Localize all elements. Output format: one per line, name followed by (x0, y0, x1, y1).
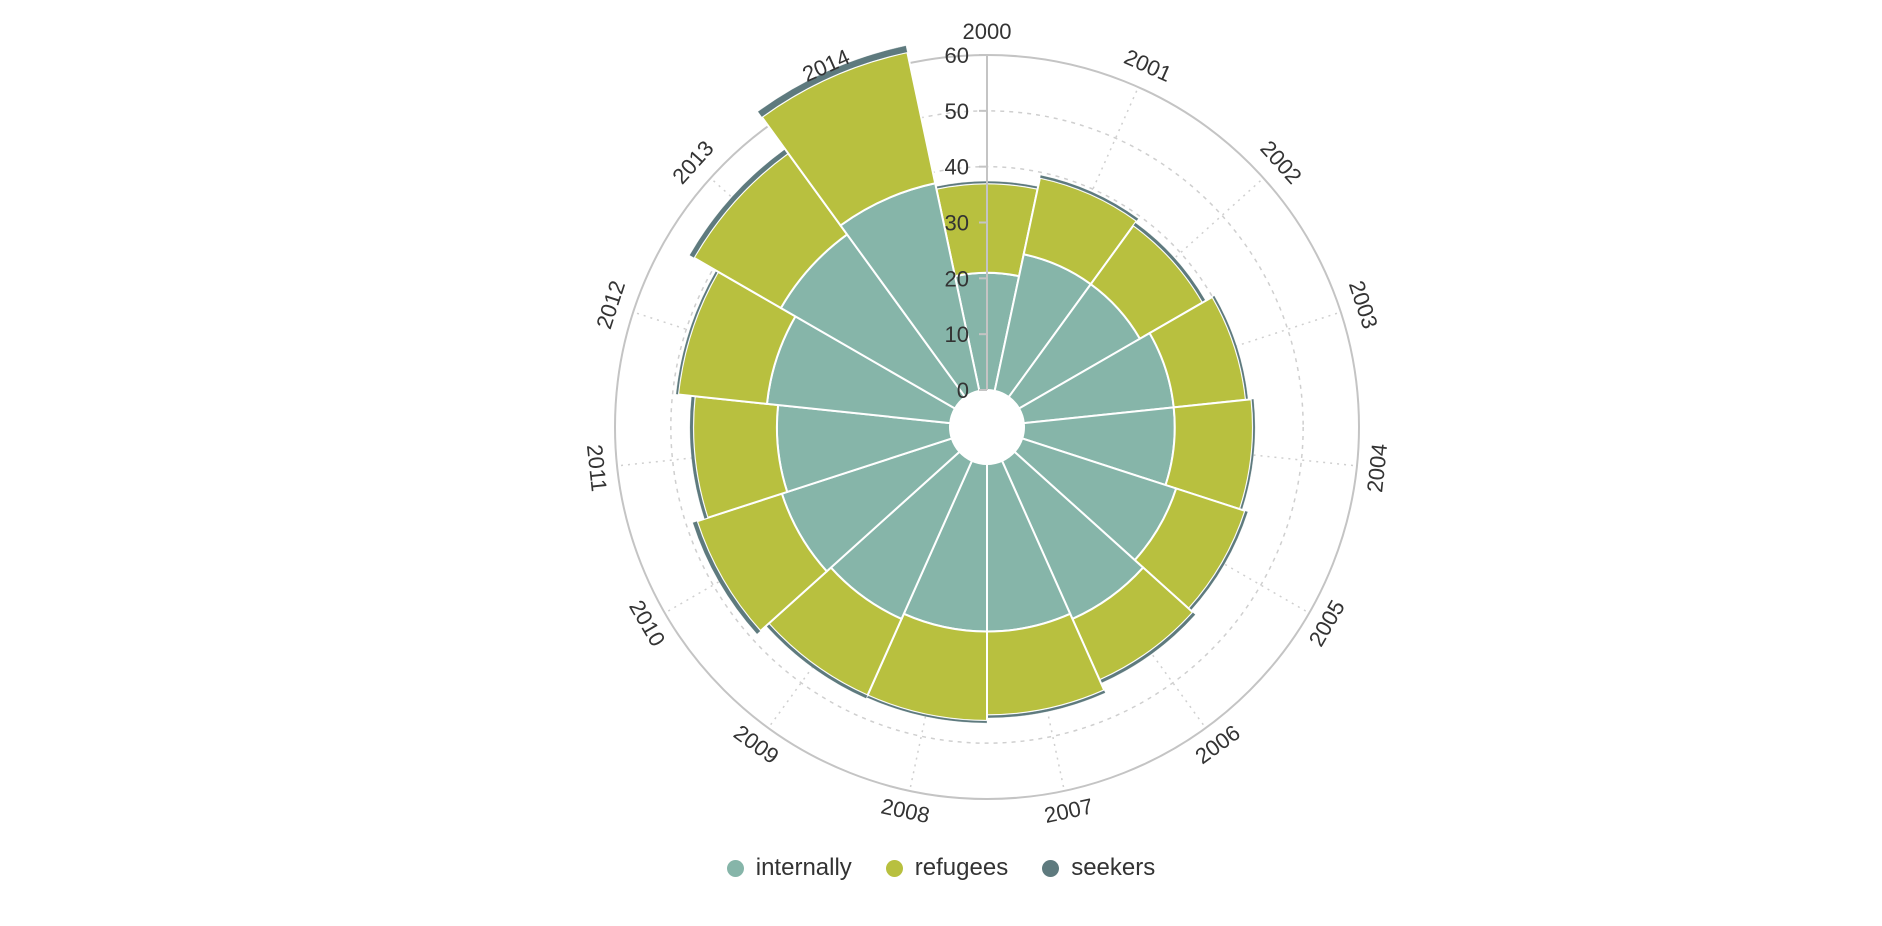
category-label-2005: 2005 (1304, 596, 1350, 651)
category-label-2006: 2006 (1190, 720, 1244, 769)
legend-item-refugees[interactable]: refugees (885, 854, 1009, 882)
bar-seekers-2014 (757, 45, 908, 118)
legend-label-refugees: refugees (914, 854, 1009, 881)
legend-item-seekers[interactable]: seekers (1042, 854, 1155, 882)
legend-item-internally[interactable]: internally (726, 854, 852, 882)
radial-ticks: 0 10 20 30 40 50 60 (945, 43, 987, 403)
radial-tick-label-30: 30 (945, 211, 969, 236)
radial-tick-label-50: 50 (945, 99, 969, 124)
legend-label-seekers: seekers (1071, 854, 1156, 881)
legend-swatch-internally (726, 859, 744, 877)
bars (675, 45, 1256, 724)
legend-swatch-refugees (885, 859, 903, 877)
radial-tick-label-10: 10 (945, 322, 969, 347)
category-label-2008: 2008 (879, 793, 932, 828)
category-label-2011: 2011 (582, 443, 612, 493)
legend-label-internally: internally (755, 854, 852, 881)
category-label-2000: 2000 (963, 19, 1012, 44)
category-label-2009: 2009 (729, 720, 783, 769)
radial-tick-label-60: 60 (945, 43, 969, 68)
category-label-2001: 2001 (1120, 44, 1175, 87)
radial-tick-label-0: 0 (957, 378, 969, 403)
category-label-2013: 2013 (667, 136, 718, 189)
category-label-2007: 2007 (1042, 793, 1095, 828)
category-label-2010: 2010 (624, 596, 670, 651)
radial-tick-label-20: 20 (945, 266, 969, 291)
grid-circle-50 (670, 110, 1304, 744)
radial-tick-label-40: 40 (945, 155, 969, 180)
category-label-2012: 2012 (591, 278, 630, 332)
category-label-2003: 2003 (1344, 278, 1383, 332)
bar-seekers-2010 (692, 521, 761, 635)
category-label-2002: 2002 (1255, 136, 1306, 189)
legend-swatch-seekers (1042, 859, 1060, 877)
category-label-2004: 2004 (1362, 442, 1392, 493)
legend: internally refugees seekers (0, 854, 1882, 882)
bar-seekers-2001 (1039, 174, 1139, 222)
